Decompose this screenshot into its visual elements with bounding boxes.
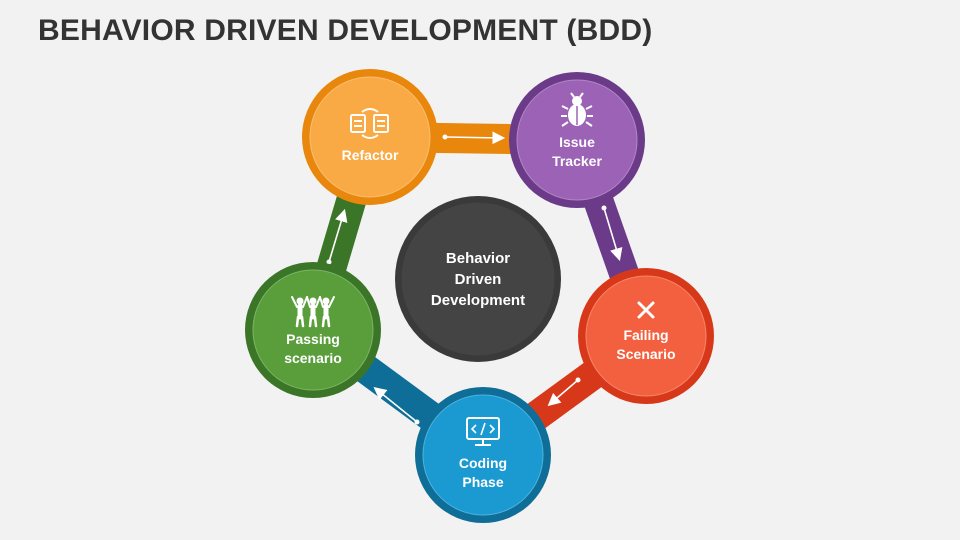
passing-scenario-label-line-1: Passing [286, 331, 340, 347]
failing-scenario-label-line-1: Failing [623, 327, 668, 343]
bug-icon [561, 92, 593, 127]
node-passing-scenario: Passing scenario [245, 262, 381, 398]
node-failing-scenario: Failing Scenario [578, 268, 714, 404]
code-monitor-icon [466, 417, 500, 446]
coding-phase-label-line-1: Coding [459, 455, 507, 471]
node-coding-phase: Coding Phase [415, 387, 551, 523]
center-label-line-2: Driven [455, 271, 502, 288]
failing-scenario-label-line-2: Scenario [616, 346, 675, 362]
center-label-line-1: Behavior [446, 250, 510, 267]
node-issue-tracker: Issue Tracker [509, 72, 645, 208]
page-title: BEHAVIOR DRIVEN DEVELOPMENT (BDD) [38, 14, 653, 47]
team-icon [291, 296, 335, 328]
refactor-icon [350, 108, 389, 139]
close-icon [637, 301, 655, 319]
center-node: Behavior Driven Development [395, 196, 561, 362]
passing-scenario-label-line-2: scenario [284, 350, 342, 366]
refactor-label: Refactor [342, 147, 399, 163]
node-refactor: Refactor [302, 69, 438, 205]
center-label-line-3: Development [431, 292, 525, 309]
issue-tracker-label-line-1: Issue [559, 134, 595, 150]
coding-phase-label-line-2: Phase [462, 474, 503, 490]
issue-tracker-label-line-2: Tracker [552, 153, 602, 169]
